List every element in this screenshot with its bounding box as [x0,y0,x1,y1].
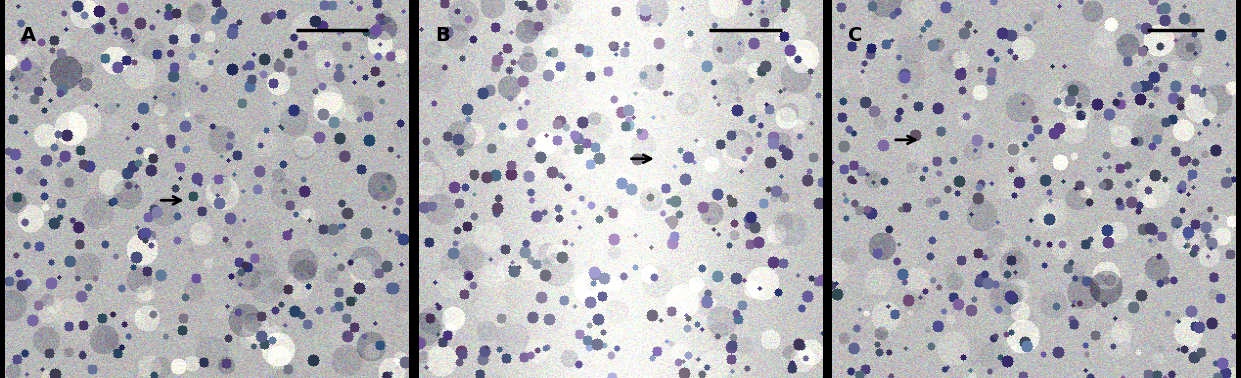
Text: B: B [434,26,449,45]
Text: A: A [21,26,36,45]
Text: C: C [849,26,862,45]
